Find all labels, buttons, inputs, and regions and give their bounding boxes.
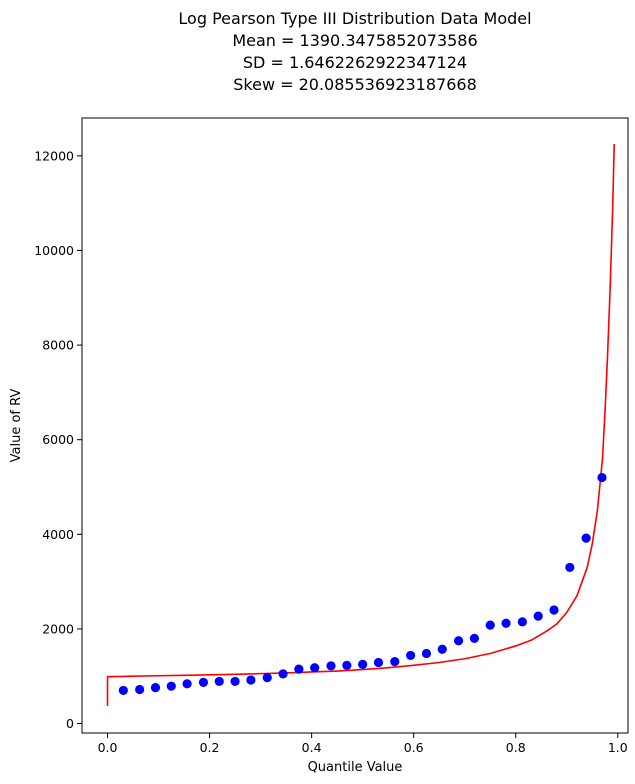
data-point xyxy=(166,681,176,691)
plot-frame xyxy=(81,117,629,734)
data-point xyxy=(437,644,447,654)
data-point xyxy=(421,648,432,659)
title-line-2: Mean = 1390.3475852073586 xyxy=(232,31,477,50)
title-line-1: Log Pearson Type III Distribution Data M… xyxy=(178,9,531,28)
x-tick-label: 0.8 xyxy=(506,740,526,755)
y-tick-label: 6000 xyxy=(42,432,74,447)
data-point xyxy=(135,684,145,695)
data-point xyxy=(326,661,336,671)
data-point xyxy=(406,650,416,661)
data-point xyxy=(373,657,384,668)
data-point xyxy=(214,676,224,687)
y-tick-label: 4000 xyxy=(42,527,74,542)
y-tick-label: 12000 xyxy=(34,148,74,163)
data-point xyxy=(501,618,511,628)
x-tick-label: 1.0 xyxy=(608,740,628,755)
y-axis-label: Value of RV xyxy=(9,389,24,463)
x-tick-label: 0.0 xyxy=(98,740,118,755)
y-tick-label: 10000 xyxy=(34,243,74,258)
data-point xyxy=(565,562,575,573)
data-point xyxy=(294,664,304,674)
title-line-4: Skew = 20.085536923187668 xyxy=(233,75,477,94)
data-point xyxy=(182,679,192,689)
data-point xyxy=(533,611,543,621)
data-point xyxy=(150,682,161,693)
x-tick-label: 0.2 xyxy=(200,740,220,755)
series-line xyxy=(106,144,616,707)
data-point xyxy=(581,533,591,543)
data-point xyxy=(342,660,352,670)
y-axis-ticks: 0 2000 4000 6000 8000 10000 12000 xyxy=(34,148,82,731)
data-point xyxy=(517,617,527,627)
x-tick-label: 0.6 xyxy=(404,740,424,755)
data-point xyxy=(597,472,607,483)
data-point xyxy=(390,656,400,667)
x-axis-ticks: 0.0 0.2 0.4 0.6 0.8 1.0 xyxy=(98,733,628,755)
data-point xyxy=(358,659,368,670)
x-axis-label: Quantile Value xyxy=(308,760,403,775)
y-tick-label: 2000 xyxy=(42,621,74,636)
data-point xyxy=(485,620,495,630)
x-tick-label: 0.4 xyxy=(302,740,322,755)
plot-area xyxy=(106,144,616,707)
data-point xyxy=(469,633,480,643)
y-tick-label: 8000 xyxy=(42,338,74,353)
chart-title: Log Pearson Type III Distribution Data M… xyxy=(178,9,531,94)
data-point xyxy=(118,685,128,696)
data-point xyxy=(198,677,209,687)
data-point xyxy=(230,676,240,687)
data-point xyxy=(549,605,559,615)
y-tick-label: 0 xyxy=(66,716,74,731)
title-line-3: SD = 1.6462262922347124 xyxy=(243,53,467,72)
data-point xyxy=(453,636,464,646)
data-point xyxy=(278,669,288,679)
data-point xyxy=(262,673,272,683)
data-point xyxy=(310,663,320,673)
data-point xyxy=(246,675,256,685)
